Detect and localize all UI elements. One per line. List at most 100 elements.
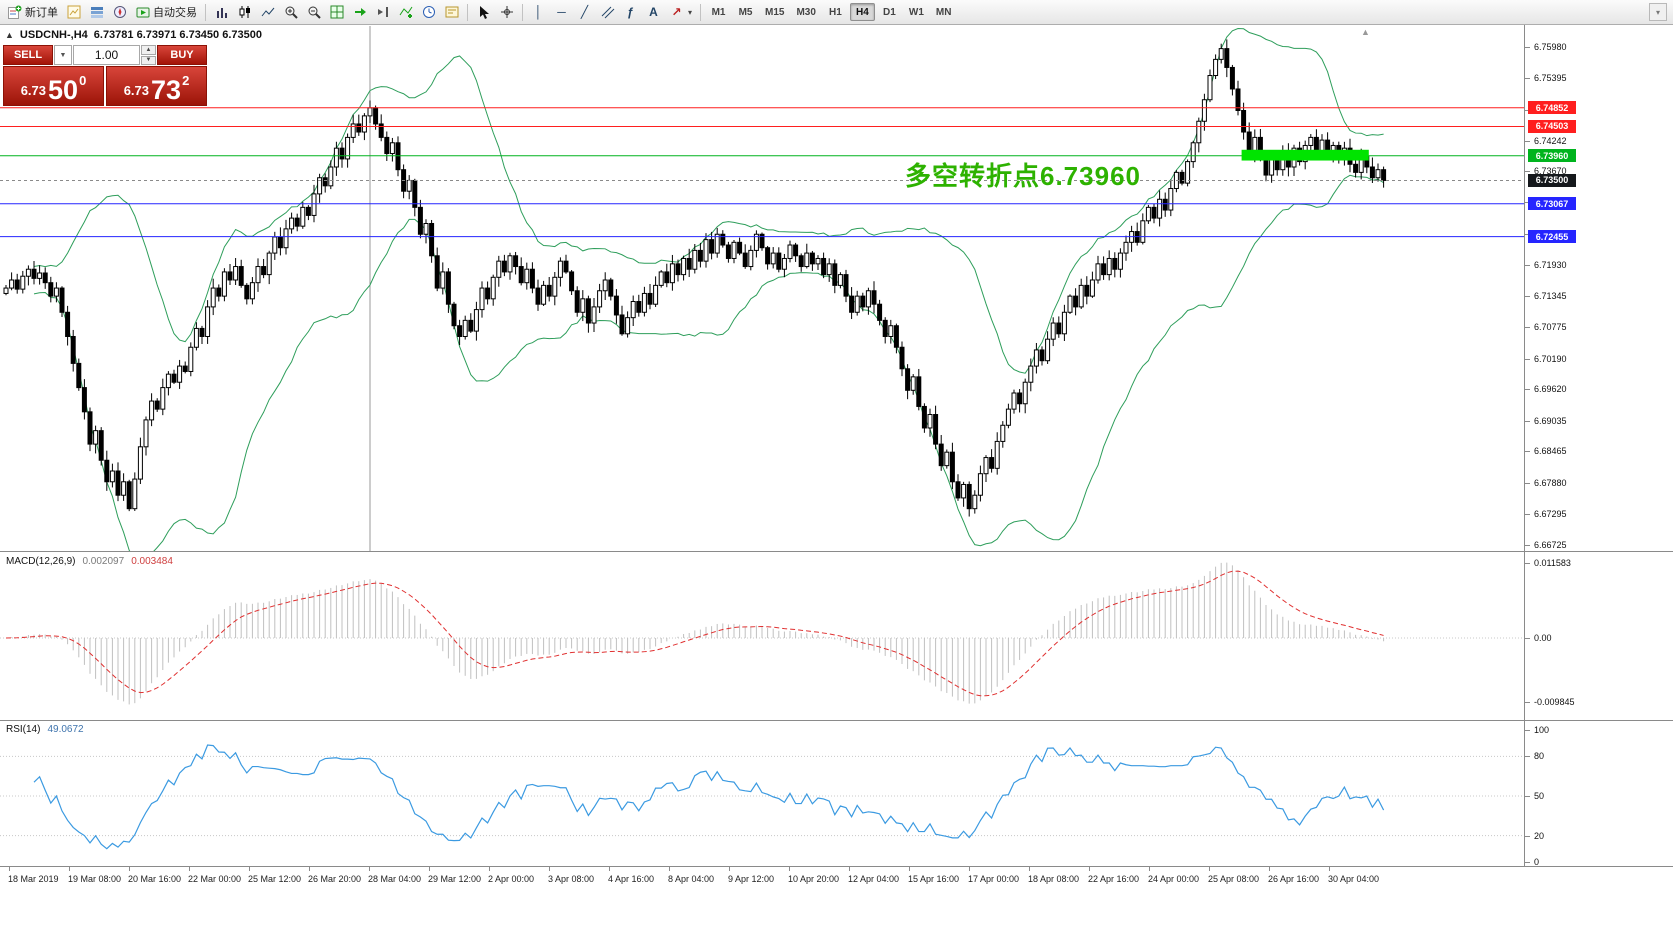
- rectangle-object[interactable]: [1241, 149, 1369, 161]
- axis-tick-mark: [669, 867, 670, 871]
- buy-button[interactable]: 6.73 73 2: [106, 66, 207, 106]
- time-tick-label: 8 Apr 04:00: [668, 874, 715, 884]
- axis-tick-mark: [909, 867, 910, 871]
- toolbar-separator: [205, 3, 206, 21]
- price-tick-label: -0.009845: [1534, 696, 1575, 707]
- chart-shift-marker-icon[interactable]: ▲: [1361, 27, 1370, 37]
- timeframe-button-W1[interactable]: W1: [908, 6, 924, 18]
- time-tick-label: 26 Apr 16:00: [1268, 874, 1320, 884]
- axis-tick-mark: [1525, 233, 1530, 235]
- trade-panel-top-row: SELL ▼ ▲ ▼ BUY: [3, 45, 207, 65]
- axis-tick-mark: [489, 867, 490, 871]
- vertical-line-button[interactable]: │: [527, 2, 550, 22]
- trendline-button[interactable]: ╱: [573, 2, 596, 22]
- macd-indicator-header: MACD(12,26,9) 0.002097 0.003484: [6, 556, 173, 567]
- timeframe-button-M5[interactable]: M5: [738, 6, 753, 18]
- timeframe-button-M30[interactable]: M30: [796, 6, 816, 18]
- time-axis[interactable]: 18 Mar 2019 19 Mar 08:00 20 Mar 16:00 22 Ma…: [0, 866, 1673, 890]
- channel-button[interactable]: [596, 2, 619, 22]
- time-tick-label: 15 Apr 16:00: [908, 874, 960, 884]
- time-tick-label: 19 Mar 08:00: [68, 874, 122, 884]
- axis-tick-mark: [1525, 701, 1530, 703]
- time-tick-label: 25 Apr 08:00: [1208, 874, 1260, 884]
- horizontal-line-button[interactable]: ─: [550, 2, 573, 22]
- axis-tick-mark: [609, 867, 610, 871]
- timeframe-button-H1[interactable]: H1: [829, 6, 842, 18]
- fibonacci-button[interactable]: ƒ: [619, 2, 642, 22]
- tile-windows-button[interactable]: [325, 2, 348, 22]
- price-tick-label: 50: [1534, 791, 1545, 801]
- chart-text-annotation[interactable]: 多空转折点6.73960: [905, 161, 1141, 191]
- axis-tick-mark: [969, 867, 970, 871]
- rsi-line: [33, 744, 1385, 850]
- tile-windows-icon: [329, 5, 344, 20]
- toolbar-overflow-button[interactable]: ▾: [1649, 3, 1667, 21]
- time-tick-label: 18 Apr 08:00: [1028, 874, 1080, 884]
- candlestick-chart-button[interactable]: [233, 2, 256, 22]
- volume-up-icon[interactable]: ▲: [141, 45, 156, 55]
- price-tick-label: 6.75980: [1534, 42, 1567, 52]
- autotrading-icon: [135, 5, 150, 20]
- arrows-button[interactable]: ↗ ▾: [665, 2, 696, 22]
- new-order-button[interactable]: 新订单: [3, 2, 62, 22]
- rsi-panel-splitter[interactable]: [0, 720, 1673, 721]
- line-chart-button[interactable]: [256, 2, 279, 22]
- navigator-button[interactable]: [108, 2, 131, 22]
- volume-dropdown-button[interactable]: ▼: [54, 45, 72, 65]
- zoom-in-button[interactable]: [279, 2, 302, 22]
- candlestick-icon: [237, 5, 252, 20]
- bar-chart-icon: [214, 5, 229, 20]
- volume-stepper[interactable]: ▲ ▼: [141, 45, 156, 65]
- sell-price-pips: 50: [48, 75, 79, 106]
- axis-tick-mark: [429, 867, 430, 871]
- indicators-button[interactable]: [394, 2, 417, 22]
- timeframe-button-M15[interactable]: M15: [765, 6, 785, 18]
- time-tick-label: 3 Apr 08:00: [548, 874, 595, 884]
- timeframe-button-MN[interactable]: MN: [935, 6, 952, 18]
- price-tick-label: 6.71930: [1534, 259, 1567, 270]
- time-tick-label: 22 Apr 16:00: [1088, 874, 1140, 884]
- price-axis[interactable]: 6.759806.753956.748106.742426.736706.730…: [1524, 25, 1673, 867]
- axis-tick-mark: [1525, 730, 1530, 731]
- axis-tick-mark: [1525, 514, 1530, 516]
- time-tick-label: 29 Mar 12:00: [428, 874, 482, 884]
- zoom-out-button[interactable]: [302, 2, 325, 22]
- cursor-button[interactable]: [472, 2, 495, 22]
- price-tick-label: 6.70190: [1534, 353, 1567, 364]
- collapse-panel-arrow-icon[interactable]: ▲: [5, 30, 14, 40]
- price-tick-label: 6.67295: [1534, 509, 1567, 520]
- axis-tick-mark: [1149, 867, 1150, 871]
- vertical-line-icon: │: [534, 5, 543, 19]
- timeframe-button-D1[interactable]: D1: [883, 6, 896, 18]
- bar-chart-button[interactable]: [210, 2, 233, 22]
- macd-panel-splitter[interactable]: [0, 551, 1673, 552]
- timeframe-button-M1[interactable]: M1: [711, 6, 726, 18]
- volume-input[interactable]: [73, 45, 140, 65]
- axis-tick-mark: [249, 867, 250, 871]
- auto-scroll-button[interactable]: [348, 2, 371, 22]
- new-chart-button[interactable]: [62, 2, 85, 22]
- buy-price-prefix: 6.73: [123, 83, 150, 98]
- sell-label[interactable]: SELL: [3, 45, 53, 65]
- periods-button[interactable]: [417, 2, 440, 22]
- crosshair-button[interactable]: [495, 2, 518, 22]
- axis-tick-mark: [9, 867, 10, 871]
- buy-label[interactable]: BUY: [157, 45, 207, 65]
- market-watch-button[interactable]: [85, 2, 108, 22]
- axis-tick-mark: [1525, 358, 1530, 360]
- arrows-icon: ↗: [671, 5, 682, 19]
- volume-down-icon[interactable]: ▼: [141, 55, 156, 65]
- axis-tick-mark: [1525, 171, 1530, 173]
- text-button[interactable]: A: [642, 2, 665, 22]
- time-tick-label: 20 Mar 16:00: [128, 874, 182, 884]
- price-badge-6.74503: 6.74503: [1528, 119, 1576, 133]
- chart-shift-button[interactable]: [371, 2, 394, 22]
- axis-tick-mark: [1089, 867, 1090, 871]
- price-tick-label: 6.68465: [1534, 446, 1567, 457]
- timeframe-button-H4[interactable]: H4: [849, 3, 875, 21]
- templates-button[interactable]: [440, 2, 463, 22]
- autotrading-button[interactable]: 自动交易: [131, 2, 201, 22]
- time-tick-label: 26 Mar 20:00: [308, 874, 362, 884]
- sell-button[interactable]: 6.73 50 0: [3, 66, 104, 106]
